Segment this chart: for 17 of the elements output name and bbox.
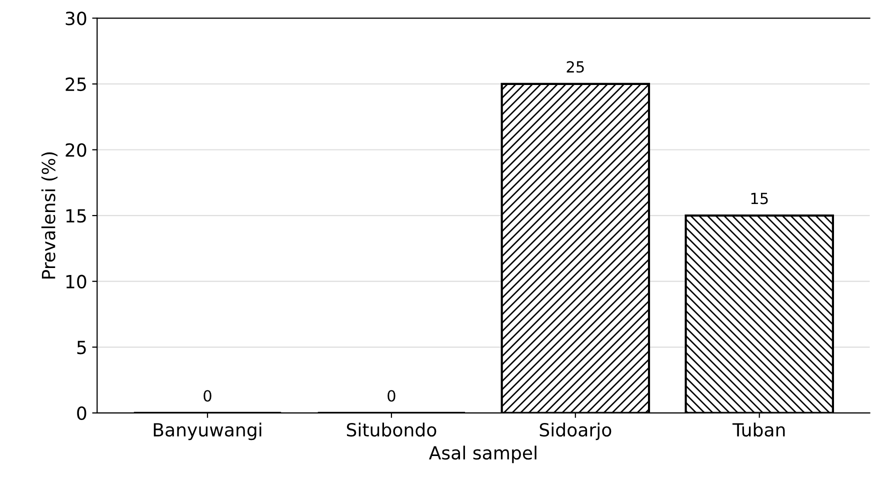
- x-tick-label: Sidoarjo: [540, 422, 612, 440]
- y-tick-label: 0: [77, 406, 86, 420]
- y-tick-label: 20: [66, 143, 86, 157]
- data-label: 0: [204, 390, 212, 402]
- x-axis-title: Asal sampel: [428, 446, 536, 464]
- y-tick-label: 25: [66, 77, 86, 92]
- data-label: 0: [388, 390, 396, 402]
- x-tick-label: Situbondo: [346, 422, 436, 437]
- y-tick-label: 15: [66, 209, 86, 223]
- y-axis-title: Prevalensi (%): [41, 152, 58, 278]
- data-label: 15: [751, 192, 768, 204]
- x-tick-label: Tuban: [732, 422, 785, 437]
- data-label: 25: [566, 61, 584, 73]
- y-tick-label: 10: [66, 274, 86, 288]
- x-tick-label: Banyuwangi: [154, 422, 262, 440]
- y-tick-label: 5: [77, 340, 86, 354]
- y-tick-label: 30: [66, 12, 86, 26]
